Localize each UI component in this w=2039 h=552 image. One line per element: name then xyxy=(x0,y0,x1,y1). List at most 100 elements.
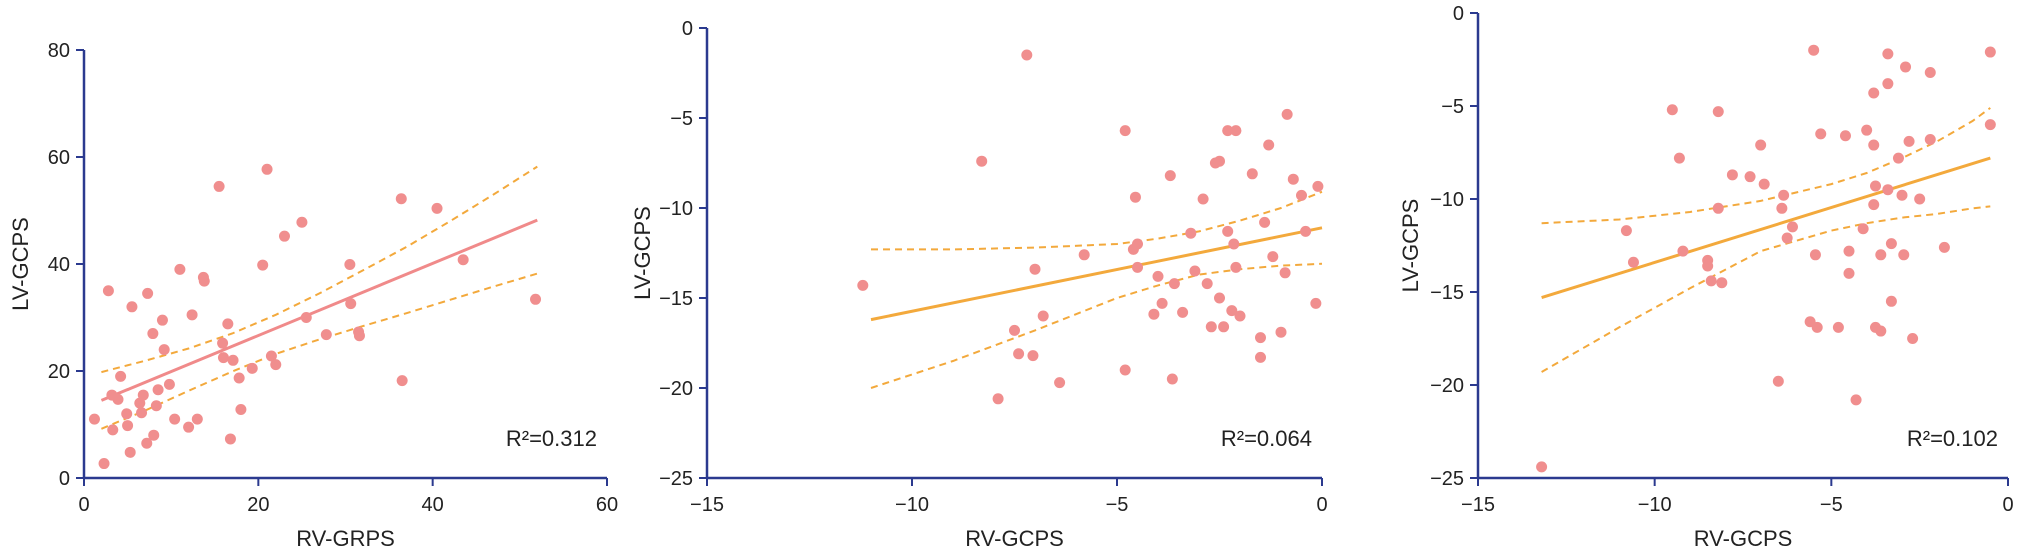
data-point xyxy=(1850,394,1862,406)
data-point xyxy=(1129,191,1141,203)
data-point xyxy=(1627,256,1639,268)
data-point xyxy=(1868,87,1880,99)
data-point xyxy=(1868,199,1880,211)
x-tick-label: 20 xyxy=(247,494,269,516)
data-point xyxy=(265,350,277,362)
data-point xyxy=(1875,249,1887,261)
data-point xyxy=(1705,275,1717,287)
data-point xyxy=(857,279,869,291)
x-tick-label: −15 xyxy=(1461,494,1495,516)
data-point xyxy=(1228,238,1240,250)
data-point xyxy=(320,329,332,341)
ci-lower-band xyxy=(1541,205,1991,373)
regression-line xyxy=(100,218,538,402)
data-point xyxy=(1924,133,1936,145)
data-point xyxy=(1279,267,1291,279)
data-point xyxy=(1214,292,1225,304)
data-point xyxy=(1786,221,1798,233)
data-point xyxy=(257,259,269,271)
data-point xyxy=(148,429,160,441)
y-tick-label: 0 xyxy=(682,18,693,40)
data-point xyxy=(1536,461,1548,473)
data-point xyxy=(261,163,273,175)
y-tick-label: −20 xyxy=(659,378,693,400)
x-tick-label: 60 xyxy=(596,494,618,516)
data-point xyxy=(431,202,443,214)
data-point xyxy=(1882,78,1894,90)
data-point xyxy=(395,193,407,205)
y-tick-label: −5 xyxy=(670,108,693,130)
data-point xyxy=(1037,310,1049,322)
data-point xyxy=(222,318,234,330)
data-point xyxy=(1677,245,1689,257)
data-point xyxy=(1702,260,1714,272)
scatter-panel-1: 0 20 40 60 0 20 40 60 80 RV-GRPS LV-GCPS R²=0.312 xyxy=(8,40,618,551)
y-tick-label: −10 xyxy=(1430,189,1464,211)
data-point xyxy=(1885,238,1897,250)
data-point xyxy=(1222,125,1234,137)
data-point xyxy=(1027,350,1039,362)
y-tick-label: −25 xyxy=(1430,468,1464,490)
data-point xyxy=(1230,261,1242,273)
data-point xyxy=(1234,310,1246,322)
data-point xyxy=(1744,171,1756,183)
data-point xyxy=(224,433,236,445)
data-point xyxy=(1811,321,1823,333)
r-squared-label: R²=0.312 xyxy=(506,426,597,451)
data-point xyxy=(1907,333,1919,344)
data-point xyxy=(1914,193,1926,205)
data-point xyxy=(1772,375,1784,387)
data-point xyxy=(121,408,133,420)
data-point xyxy=(1776,202,1788,214)
data-point xyxy=(1875,325,1887,337)
data-point xyxy=(1009,324,1020,336)
data-point xyxy=(1870,180,1881,192)
data-point xyxy=(300,312,312,323)
data-point xyxy=(1263,139,1275,151)
data-point xyxy=(1230,125,1242,137)
data-point xyxy=(112,393,124,405)
ci-lower-band xyxy=(870,262,1323,389)
data-point xyxy=(198,275,210,287)
x-tick-label: −10 xyxy=(895,494,929,516)
data-point xyxy=(1201,278,1213,290)
data-point xyxy=(1222,225,1234,237)
data-point xyxy=(1924,67,1936,79)
data-point xyxy=(1177,306,1189,318)
scatter-panel-2: −15 −10 −5 0 −25 −20 −15 −10 −5 0 RV-GCPS LV-GCPS R²… xyxy=(630,18,1328,551)
data-point xyxy=(115,370,127,382)
x-axis-label: RV-GCPS xyxy=(965,526,1064,551)
data-point xyxy=(1152,270,1164,282)
data-point xyxy=(107,424,119,436)
data-point xyxy=(1809,249,1821,261)
y-tick-label: −10 xyxy=(659,198,693,220)
r-squared-label: R²=0.102 xyxy=(1907,426,1998,451)
data-point xyxy=(992,393,1004,405)
ci-upper-band xyxy=(871,190,1323,251)
data-point xyxy=(1882,184,1894,196)
data-point xyxy=(396,375,408,387)
data-point xyxy=(1903,135,1915,147)
data-point xyxy=(1189,265,1201,277)
data-point xyxy=(296,216,308,228)
y-tick-label: −20 xyxy=(1430,375,1464,397)
data-point xyxy=(1808,44,1820,56)
data-point xyxy=(1726,169,1738,181)
data-point xyxy=(1021,49,1033,61)
y-axis-label: LV-GCPS xyxy=(8,217,33,311)
y-tick-label: 60 xyxy=(48,147,70,169)
data-point xyxy=(1259,216,1271,228)
y-tick-label: −15 xyxy=(659,288,693,310)
data-point xyxy=(1882,48,1894,60)
data-point xyxy=(1197,193,1209,205)
x-tick-label: −5 xyxy=(1106,494,1129,516)
data-point xyxy=(1781,232,1793,244)
data-point xyxy=(1185,227,1197,239)
data-point xyxy=(1267,251,1279,263)
data-point xyxy=(1312,180,1324,192)
data-point xyxy=(213,180,225,192)
regression-line xyxy=(1541,156,1991,300)
x-tick-label: 40 xyxy=(422,494,444,516)
data-point xyxy=(1843,245,1855,257)
data-point xyxy=(1778,189,1790,201)
